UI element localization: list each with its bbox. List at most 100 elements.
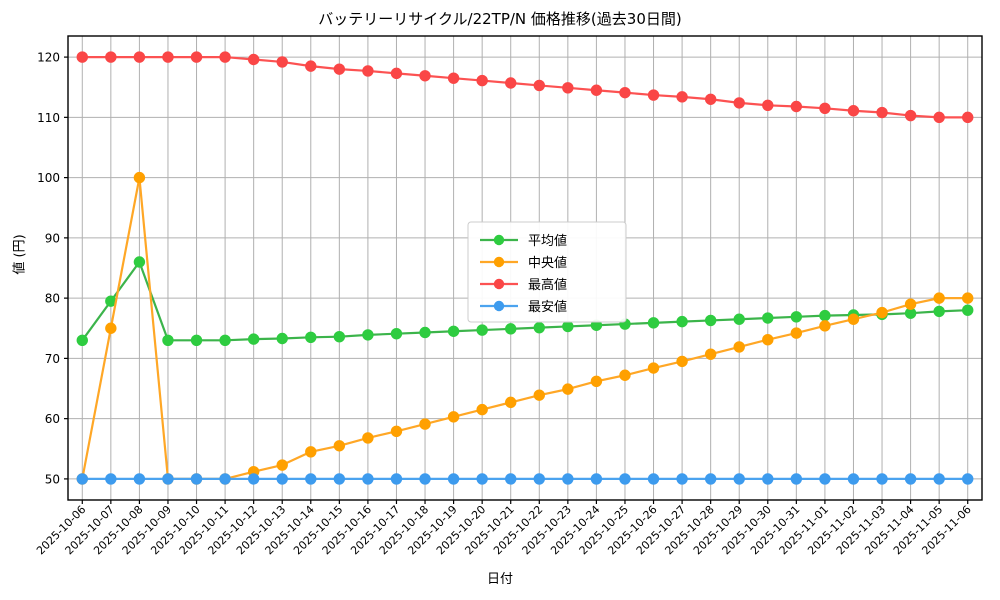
series-marker: [704, 93, 717, 105]
series-marker: [762, 334, 774, 346]
series-marker: [590, 84, 603, 96]
series-marker: [876, 106, 888, 119]
series-marker: [447, 72, 460, 84]
series-marker: [562, 82, 574, 94]
series-marker: [476, 74, 488, 87]
chart-title: バッテリーリサイクル/22TP/N 価格推移(過去30日間): [318, 10, 682, 28]
series-marker: [904, 473, 917, 485]
series-marker: [790, 311, 803, 323]
series-marker: [647, 473, 660, 485]
series-marker: [276, 332, 288, 345]
series-marker: [305, 446, 317, 458]
series-marker: [162, 473, 174, 485]
series-marker: [505, 396, 517, 409]
y-axis-ticks: 50 60 70 80 90 100 110 120: [37, 51, 68, 486]
series-marker: [733, 341, 745, 353]
series-marker: [419, 70, 431, 82]
series-marker: [390, 425, 403, 437]
series-marker: [619, 369, 631, 381]
legend-label-1: 平均値: [528, 233, 567, 249]
series-marker: [790, 473, 803, 485]
series-marker: [133, 171, 146, 184]
series-marker: [362, 65, 374, 77]
series-marker: [904, 109, 917, 122]
series-marker: [305, 473, 317, 485]
series-marker: [847, 105, 860, 117]
series-marker: [676, 315, 688, 328]
series-marker: [219, 473, 231, 485]
series-marker: [762, 312, 774, 324]
series-marker: [276, 56, 288, 68]
series-marker: [105, 473, 117, 485]
series-marker: [390, 473, 403, 485]
series-marker: [333, 63, 346, 75]
series-marker: [190, 473, 203, 485]
series-marker: [333, 331, 346, 343]
series-marker: [790, 100, 803, 113]
y-tick-label: 50: [45, 472, 60, 486]
series-marker: [190, 334, 203, 347]
series-marker: [247, 333, 260, 345]
series-marker: [876, 473, 888, 485]
series-marker: [962, 111, 974, 124]
series-marker: [590, 375, 603, 387]
series-marker: [447, 473, 460, 485]
legend-label-3: 最高値: [528, 277, 567, 293]
series-marker: [362, 432, 374, 444]
series-marker: [447, 325, 460, 337]
y-tick-label: 80: [45, 292, 60, 306]
series-marker: [962, 473, 974, 485]
legend-marker-4: [493, 300, 505, 312]
series-marker: [933, 473, 945, 485]
series-marker: [876, 306, 888, 319]
series-marker: [933, 292, 945, 304]
series-line: [81, 55, 969, 119]
legend-box: [467, 221, 627, 323]
series-marker: [390, 327, 403, 340]
series-marker: [647, 89, 660, 101]
series-marker: [733, 97, 745, 109]
series-marker: [505, 473, 517, 485]
series-marker: [276, 473, 288, 485]
series-marker: [247, 53, 260, 66]
y-tick-label: 60: [45, 412, 60, 426]
series-marker: [533, 473, 545, 485]
series-marker: [476, 403, 488, 416]
series-marker: [276, 459, 288, 471]
series-1: [76, 256, 974, 347]
series-marker: [76, 334, 88, 347]
series-marker: [105, 322, 117, 334]
legend-marker-1: [493, 234, 505, 246]
x-axis-label: 日付: [486, 572, 513, 587]
series-marker: [190, 51, 203, 63]
y-axis-label: 値 (円): [12, 234, 28, 275]
series-marker: [305, 60, 317, 72]
series-marker: [676, 473, 688, 485]
series-marker: [790, 327, 803, 339]
plot-border: [67, 35, 983, 501]
series-marker: [419, 326, 431, 339]
x-axis-ticks: 2025-10-062025-10-072025-10-082025-10-09…: [34, 500, 974, 557]
series-marker: [619, 86, 631, 99]
series-marker: [590, 473, 603, 485]
series-marker: [133, 473, 146, 485]
series-4: [76, 473, 974, 485]
series-marker: [533, 389, 545, 401]
series-marker: [305, 331, 317, 343]
series-marker: [933, 305, 945, 318]
y-tick-label: 70: [45, 352, 60, 366]
series-marker: [562, 383, 574, 395]
series-marker: [533, 321, 545, 334]
series-marker: [962, 304, 974, 316]
series-marker: [505, 77, 517, 89]
series-marker: [904, 298, 917, 310]
series-marker: [733, 473, 745, 485]
series-marker: [819, 473, 831, 485]
series-marker: [76, 473, 88, 485]
series-marker: [962, 292, 974, 304]
y-tick-label: 110: [37, 111, 60, 125]
series-marker: [647, 317, 660, 329]
series-marker: [447, 411, 460, 423]
series-marker: [704, 314, 717, 327]
series-marker: [847, 473, 860, 485]
